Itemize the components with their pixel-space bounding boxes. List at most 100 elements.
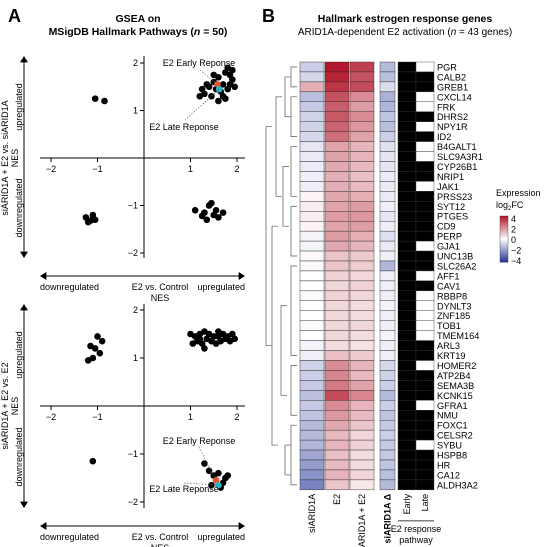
heatmap-cell — [349, 191, 375, 202]
gene-label: JAK1 — [437, 182, 459, 192]
heatmap-cell — [349, 151, 375, 162]
pathway-cell — [397, 161, 417, 172]
pathway-cell — [415, 439, 435, 451]
x-tick-label: 1 — [188, 412, 193, 422]
dendrogram-leaf-branch — [290, 146, 297, 197]
y-axis-label: siARID1A + E2 vs. siARID1A — [0, 100, 10, 215]
legend-gradient-step — [500, 247, 508, 249]
pathway-cell — [415, 390, 435, 401]
heatmap-cell — [349, 260, 375, 272]
heatmap-cell — [324, 420, 350, 431]
pathway-cell — [397, 400, 417, 411]
early-leader-line — [198, 68, 218, 85]
legend-gradient-step — [500, 255, 508, 257]
pathway-cell — [415, 270, 435, 282]
heatmap-cell — [349, 71, 375, 83]
panel-a-subtitle-n: n — [194, 26, 200, 38]
heatmap-cell — [299, 121, 325, 132]
heatmap-cell — [379, 151, 396, 162]
legend-gradient-step — [500, 241, 508, 243]
scatter-top: −2 −1 1 2 2 1 −1 −2 downregulated upregulated E2 v… — [0, 56, 245, 303]
legend-gradient-step — [500, 216, 508, 218]
legend-gradient-step — [500, 252, 508, 255]
heatmap-cell — [349, 141, 375, 152]
data-point — [196, 92, 204, 100]
panel-b-subtitle-tail: = 43 genes) — [456, 27, 512, 38]
heatmap-cell — [324, 151, 350, 162]
gene-label: CXCL14 — [437, 92, 472, 102]
heatmap-cell — [299, 141, 325, 152]
pathway-cell — [397, 171, 417, 182]
pathway-cell — [397, 300, 417, 311]
data-point — [208, 481, 215, 489]
legend-gradient-step — [500, 256, 508, 258]
data-point — [205, 467, 213, 475]
data-point — [94, 333, 101, 340]
gene-label: HOMER2 — [437, 361, 476, 371]
pathway-cell — [397, 230, 417, 242]
data-point — [87, 217, 94, 224]
heatmap-cell — [324, 300, 350, 311]
y-low-label: downregulated — [14, 427, 24, 486]
data-point — [208, 199, 215, 207]
heatmap-cell — [379, 61, 396, 73]
heatmap-cell — [379, 400, 396, 411]
heatmap-cell — [299, 81, 325, 93]
heatmap-cell — [324, 260, 350, 272]
heatmap-cell — [349, 449, 375, 461]
heatmap-cell — [379, 171, 396, 182]
heatmap-cell — [349, 320, 375, 331]
pathway-cell — [415, 151, 435, 162]
gene-label: CYP26B1 — [437, 162, 477, 172]
heatmap-cell — [379, 111, 396, 122]
pathway-cell — [397, 270, 417, 282]
heatmap-cell — [379, 469, 396, 481]
gene-label: CALB2 — [437, 72, 466, 82]
data-point — [196, 335, 204, 343]
panel-b-letter: B — [262, 6, 275, 26]
heatmap-cell — [349, 111, 375, 122]
heatmap-cell — [324, 290, 350, 302]
pathway-cell — [415, 211, 435, 222]
heatmap-cell — [324, 449, 350, 461]
legend-gradient-step — [500, 218, 508, 220]
heatmap-cell — [349, 390, 375, 401]
pathway-cell — [397, 211, 417, 222]
data-point — [203, 81, 211, 88]
data-point — [203, 335, 211, 343]
dendrogram-branch — [271, 225, 278, 446]
pathway-cell — [415, 380, 435, 391]
data-point — [89, 354, 97, 362]
heatmap-cell — [299, 161, 325, 172]
pathway-cell — [415, 141, 435, 152]
heatmap-cell — [349, 201, 375, 212]
pathway-cell — [415, 171, 435, 182]
heatmap-cell — [349, 469, 375, 481]
heatmap-cell — [379, 270, 396, 282]
legend-gradient-step — [500, 234, 508, 236]
gene-label: CELSR2 — [437, 431, 473, 441]
y-tick-label: 1 — [133, 106, 138, 116]
legend-gradient-step — [500, 221, 508, 224]
y-arrow-up — [20, 56, 28, 63]
heatmap-cell — [299, 111, 325, 122]
heatmap-cell — [349, 479, 375, 491]
heatmap-cell — [299, 300, 325, 311]
gene-label: DYNLT3 — [437, 301, 472, 311]
data-point — [101, 97, 108, 105]
heatmap-cell — [324, 240, 350, 252]
pathway-cell — [415, 71, 435, 83]
gene-label: RBBP8 — [437, 291, 467, 301]
x-tick-label: −1 — [92, 412, 102, 422]
heatmap-cell — [379, 310, 396, 321]
heatmap-cell — [349, 280, 375, 292]
legend-gradient-step — [500, 220, 508, 223]
data-point — [215, 97, 222, 105]
data-point — [198, 85, 206, 93]
legend-gradient-step — [500, 226, 508, 228]
pathway-cell — [397, 280, 417, 292]
data-point — [96, 349, 104, 357]
gene-label: SLC26A2 — [437, 261, 476, 271]
legend-gradient-step — [500, 259, 508, 262]
heatmap-cell — [379, 191, 396, 202]
